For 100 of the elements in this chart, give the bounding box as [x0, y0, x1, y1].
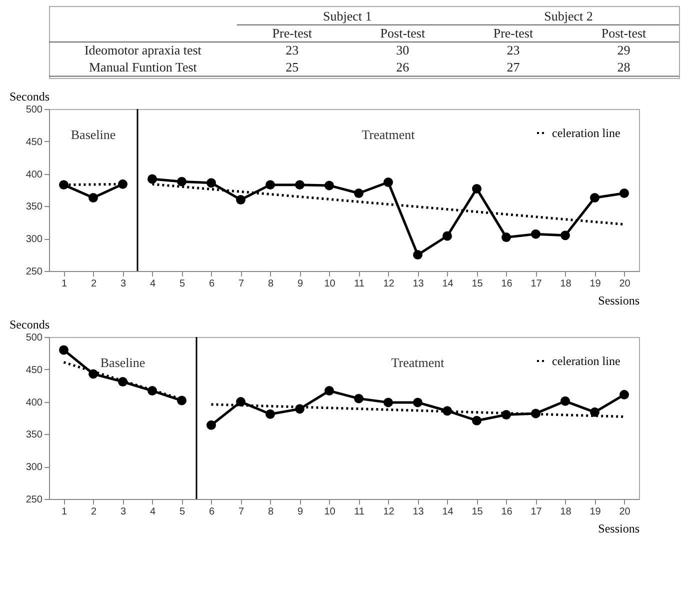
- x-tick-label: 4: [150, 278, 156, 290]
- x-tick-label: 5: [179, 278, 186, 290]
- x-tick-label: 1: [61, 278, 68, 290]
- x-tick-label: 7: [238, 506, 244, 518]
- y-tick-label: 250: [26, 266, 43, 278]
- point: [324, 180, 334, 190]
- x-tick-label: 19: [590, 506, 602, 518]
- x-tick-label: 11: [354, 506, 365, 518]
- y-tick-label: 450: [26, 364, 43, 376]
- point: [472, 184, 482, 194]
- x-tick-label: 12: [383, 278, 395, 290]
- point: [620, 390, 629, 400]
- x-axis-title: Sessions: [598, 522, 640, 536]
- point: [177, 396, 186, 406]
- x-tick-label: 8: [268, 278, 274, 290]
- y-tick-label: Manual Funtion Test: [88, 60, 198, 75]
- y-tick-label: 500: [26, 332, 43, 344]
- y-tick-label: 450: [26, 136, 43, 148]
- point: [177, 176, 186, 186]
- point: [384, 177, 393, 187]
- annotation: Treatment: [362, 127, 416, 142]
- point: [531, 229, 540, 239]
- y-axis-title: Seconds: [10, 90, 50, 104]
- x-axis-title: Sessions: [598, 294, 640, 308]
- y-tick-label: 350: [26, 202, 43, 213]
- data-label: 29: [617, 42, 630, 58]
- point: [620, 188, 629, 198]
- point: [236, 194, 246, 204]
- x-tick-label: 10: [324, 506, 336, 518]
- text: Subject 1: [323, 8, 372, 24]
- point: [88, 193, 98, 203]
- point: [59, 180, 68, 190]
- y-axis-title: Seconds: [10, 318, 50, 332]
- legend-label: celeration line: [552, 126, 620, 140]
- data-label: 25: [286, 60, 299, 75]
- x-tick-label: 4: [150, 506, 156, 518]
- annotation: Baseline: [70, 127, 116, 142]
- x-tick-label: 2: [90, 278, 97, 290]
- x-tick-label: Post-test: [380, 25, 426, 40]
- annotation: Treatment: [391, 355, 445, 370]
- x-tick-label: 11: [354, 278, 365, 290]
- x-tick-label: Post-test: [601, 25, 647, 40]
- data-label: 23: [506, 42, 520, 58]
- x-tick-label: 15: [472, 278, 484, 290]
- x-tick-label: 18: [560, 506, 572, 518]
- point: [590, 193, 600, 203]
- y-tick-label: 400: [26, 169, 43, 180]
- point: [502, 232, 511, 242]
- y-tick-label: 250: [26, 494, 43, 506]
- point: [118, 179, 128, 189]
- data-label: 30: [396, 42, 410, 58]
- x-tick-label: 14: [442, 278, 454, 290]
- x-tick-label: 5: [179, 506, 186, 518]
- point: [472, 416, 482, 426]
- x-tick-label: 8: [268, 506, 274, 518]
- text: Subject 2: [544, 8, 593, 24]
- x-tick-label: 6: [208, 506, 215, 518]
- x-tick-label: 18: [560, 278, 572, 290]
- x-tick-label: 16: [501, 506, 513, 518]
- y-tick-label: 350: [26, 430, 43, 441]
- x-tick-label: 3: [120, 278, 126, 290]
- x-tick-label: 17: [530, 506, 542, 518]
- data-label: 27: [506, 60, 520, 75]
- y-tick-label: 300: [26, 462, 43, 474]
- data-label: 28: [617, 60, 630, 75]
- point: [560, 396, 570, 406]
- point: [590, 407, 600, 417]
- point: [266, 409, 275, 419]
- point: [384, 398, 393, 408]
- x-tick-label: 20: [619, 278, 631, 290]
- y-tick-label: 500: [26, 104, 43, 116]
- y-tick-label: 300: [26, 234, 43, 246]
- point: [413, 398, 422, 408]
- x-tick-label: 7: [238, 278, 244, 290]
- x-tick-label: 14: [442, 506, 454, 518]
- point: [206, 420, 216, 430]
- point: [59, 345, 68, 355]
- point: [324, 386, 334, 396]
- point: [236, 397, 246, 407]
- x-tick-label: 10: [324, 278, 336, 290]
- x-tick-label: Pre-test: [272, 25, 312, 40]
- data-label: 26: [396, 60, 410, 75]
- x-tick-label: 13: [412, 278, 424, 290]
- legend-label: celeration line: [552, 354, 620, 368]
- x-tick-label: 15: [472, 506, 484, 518]
- x-tick-label: 6: [208, 278, 215, 290]
- point: [148, 174, 157, 184]
- point: [266, 180, 275, 190]
- y-tick-label: Ideomotor apraxia test: [84, 42, 202, 58]
- point: [560, 230, 570, 240]
- x-tick-label: 3: [120, 506, 126, 518]
- x-tick-label: 2: [90, 506, 97, 518]
- x-tick-label: 12: [383, 506, 395, 518]
- x-tick-label: Pre-test: [493, 25, 534, 40]
- x-tick-label: 9: [297, 278, 304, 290]
- point: [206, 178, 216, 188]
- point: [295, 180, 304, 190]
- x-tick-label: 9: [297, 506, 304, 518]
- x-tick-label: 1: [61, 506, 68, 518]
- x-tick-label: 17: [530, 278, 542, 290]
